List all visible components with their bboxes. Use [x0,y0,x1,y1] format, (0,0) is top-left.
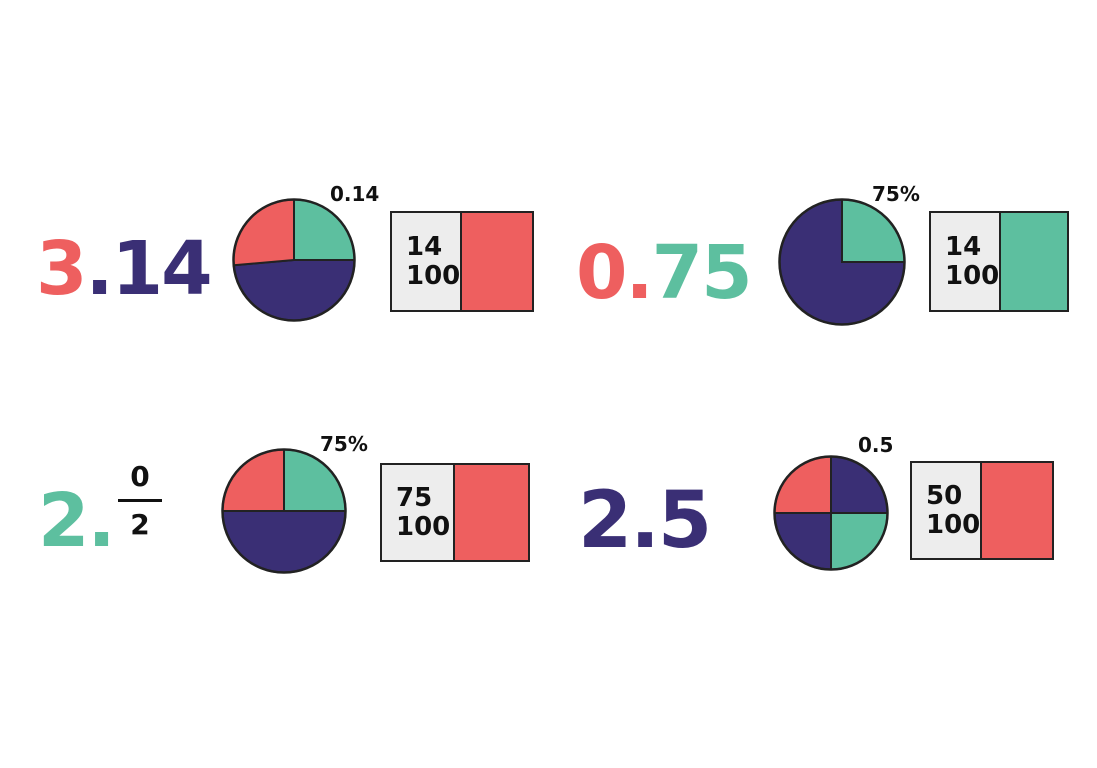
number-part: 2. [38,478,116,564]
pie-outline [773,455,889,571]
pie-label-3: 75% [320,432,368,456]
decimal-number-1: 3.14 [36,226,213,312]
decimal-number-3: 2. [38,478,116,564]
fraction-card-4: 50 100 [910,461,1054,560]
fraction-card-numerator: 14 [945,231,982,262]
fraction-card-swatch [1001,213,1067,310]
fraction-card-text: 14 100 [931,213,1002,310]
fraction-card-text: 14 100 [392,213,463,310]
fraction-card-1: 14 100 [390,211,534,312]
fraction-card-3: 75 100 [380,463,530,562]
number-part: . [625,230,654,316]
pie-label-4: 0.5 [858,433,894,457]
stacked-fraction: 0 2 [118,460,162,541]
fraction-card-numerator: 50 [926,480,963,511]
fraction-card-text: 75 100 [382,465,455,560]
pie-chart-2 [778,198,906,326]
decimal-number-2: 0.75 [576,230,753,316]
fraction-card-denominator: 100 [396,511,451,542]
pie-chart-3 [221,448,347,574]
fraction-bar [118,499,162,502]
pie-chart-1 [232,198,356,322]
fraction-denominator: 2 [130,508,150,541]
pie-chart-4 [773,455,889,571]
number-part: 3 [36,226,87,312]
fraction-card-numerator: 14 [406,231,443,262]
pie-label-2: 75% [872,182,920,206]
number-part: 0 [576,230,627,316]
decimal-number-4: 2.5 [578,476,712,566]
pie-outline [221,448,347,574]
pie-slice [232,259,356,322]
number-part: 75 [651,230,753,316]
fraction-card-swatch [462,213,532,310]
fraction-card-text: 50 100 [912,463,983,558]
number-part: 2.5 [578,476,712,566]
fraction-card-denominator: 100 [406,260,461,291]
fraction-card-numerator: 75 [396,482,433,513]
fraction-card-swatch [982,463,1052,558]
number-part: .14 [85,226,213,312]
pie-outline [778,198,906,326]
fraction-card-denominator: 100 [945,260,1000,291]
pie-slice [232,198,295,267]
fraction-numerator: 0 [130,460,150,493]
fraction-card-swatch [455,465,528,560]
pie-label-1: 0.14 [330,182,380,206]
fraction-card-2: 14 100 [929,211,1069,312]
pie-slice [221,510,347,574]
fraction-card-denominator: 100 [926,509,981,540]
pie-outline [232,198,356,322]
